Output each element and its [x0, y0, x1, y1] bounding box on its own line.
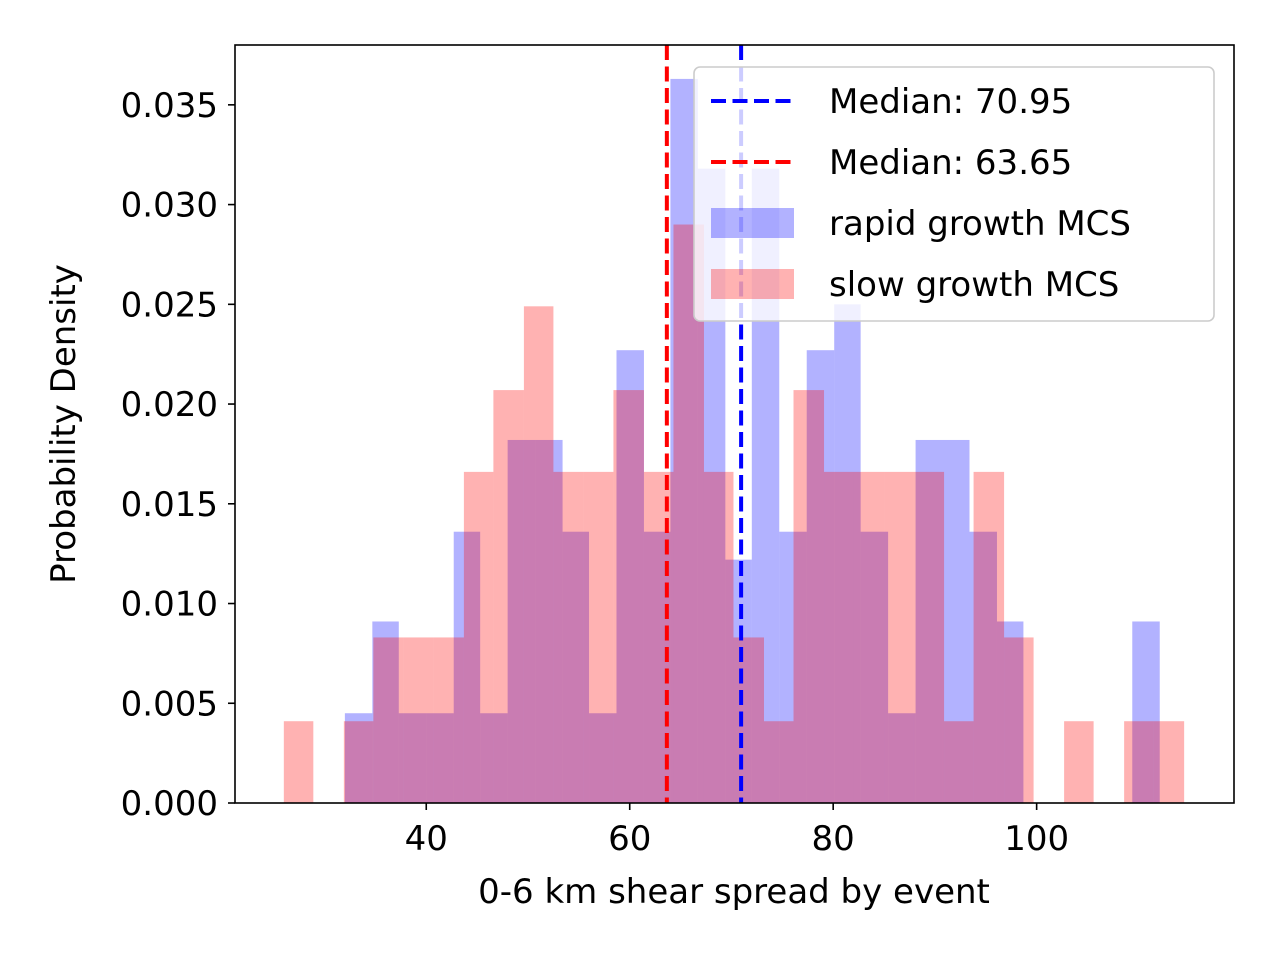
histogram-bar	[703, 471, 734, 803]
histogram-bar	[493, 390, 524, 803]
histogram-bar	[913, 471, 945, 803]
y-tick-label: 0.000	[121, 784, 218, 824]
histogram-bar	[806, 350, 835, 803]
histogram-bar	[433, 637, 464, 803]
histogram-bar	[589, 713, 617, 803]
histogram-bar	[969, 531, 997, 803]
histogram-bar	[996, 621, 1024, 803]
x-tick-label: 40	[405, 819, 448, 859]
y-tick-label: 0.035	[121, 86, 218, 126]
legend-label: Median: 63.65	[829, 143, 1072, 183]
histogram-bar	[535, 439, 563, 803]
y-tick-label: 0.015	[121, 485, 218, 525]
histogram-bar	[616, 350, 644, 803]
legend-entry: Median: 70.95	[711, 82, 1072, 122]
x-tick-label: 100	[1004, 819, 1069, 859]
histogram-bar	[824, 471, 854, 803]
histogram-bar	[1064, 721, 1094, 803]
histogram-bar	[463, 471, 494, 803]
histogram-bar	[915, 439, 943, 803]
histogram-bar	[733, 637, 765, 803]
legend: Median: 70.95 Median: 63.65 rapid growth M…	[693, 66, 1215, 322]
histogram-bar	[1132, 621, 1160, 803]
histogram-bar	[860, 531, 889, 803]
y-tick-label: 0.030	[121, 186, 218, 226]
histogram-bar	[793, 390, 825, 803]
y-tick-label: 0.020	[121, 385, 218, 425]
x-axis-ticks: 40 60 80 100	[405, 803, 1069, 859]
legend-label: Median: 70.95	[829, 82, 1072, 122]
x-tick-label: 60	[608, 819, 651, 859]
histogram-bar	[523, 306, 554, 803]
histogram-bar	[344, 713, 373, 803]
x-tick-label: 80	[812, 819, 855, 859]
histogram-bar	[1124, 721, 1154, 803]
histogram-bar	[403, 637, 434, 803]
histogram-bar	[480, 713, 508, 803]
histogram-bar	[942, 439, 970, 803]
histogram-bar	[583, 471, 614, 803]
legend-entry: Median: 63.65	[711, 143, 1072, 183]
histogram-bar	[507, 439, 536, 803]
histogram-bar	[1004, 637, 1034, 803]
legend-entry: rapid growth MCS	[711, 204, 1131, 244]
legend-label: rapid growth MCS	[829, 204, 1131, 244]
y-tick-label: 0.025	[121, 285, 218, 325]
legend-box	[693, 66, 1215, 322]
histogram-bar	[453, 531, 481, 803]
histogram-bar	[834, 304, 861, 803]
series-1-bars	[283, 224, 1185, 804]
histogram-bar	[884, 471, 914, 803]
y-axis-title: Probability Density	[44, 264, 84, 584]
histogram-bar	[613, 390, 644, 803]
legend-label: slow growth MCS	[829, 265, 1119, 305]
histogram-bar	[725, 559, 752, 803]
histogram-bar	[944, 721, 974, 803]
histogram-bar	[283, 721, 314, 803]
x-axis-title: 0-6 km shear spread by event	[478, 872, 990, 912]
histogram-bar	[853, 471, 885, 803]
series-0-bars	[344, 78, 1160, 804]
histogram-bar	[643, 471, 674, 803]
histogram-bar	[888, 713, 916, 803]
histogram-bar	[562, 531, 590, 803]
histogram-bar	[398, 713, 427, 803]
histogram-bar	[973, 471, 1005, 803]
y-tick-label: 0.005	[121, 684, 218, 724]
histogram-bar	[764, 721, 794, 803]
y-tick-label: 0.010	[121, 585, 218, 625]
legend-patch-swatch	[711, 269, 794, 299]
histogram-bar	[553, 471, 584, 803]
legend-patch-swatch	[711, 208, 794, 238]
histogram-bar	[343, 721, 374, 803]
legend-entry: slow growth MCS	[711, 265, 1119, 305]
histogram-bar	[779, 531, 807, 803]
y-axis-ticks: 0.000 0.005 0.010 0.015 0.020 0.025 0.030 0.035	[121, 86, 235, 824]
median-lines	[664, 45, 744, 803]
bars-layer	[283, 78, 1185, 804]
plot-frame	[234, 44, 1235, 804]
histogram-bar	[1153, 721, 1185, 803]
histogram-bar	[373, 637, 404, 803]
histogram-bar	[426, 713, 454, 803]
histogram-bar	[372, 621, 399, 803]
